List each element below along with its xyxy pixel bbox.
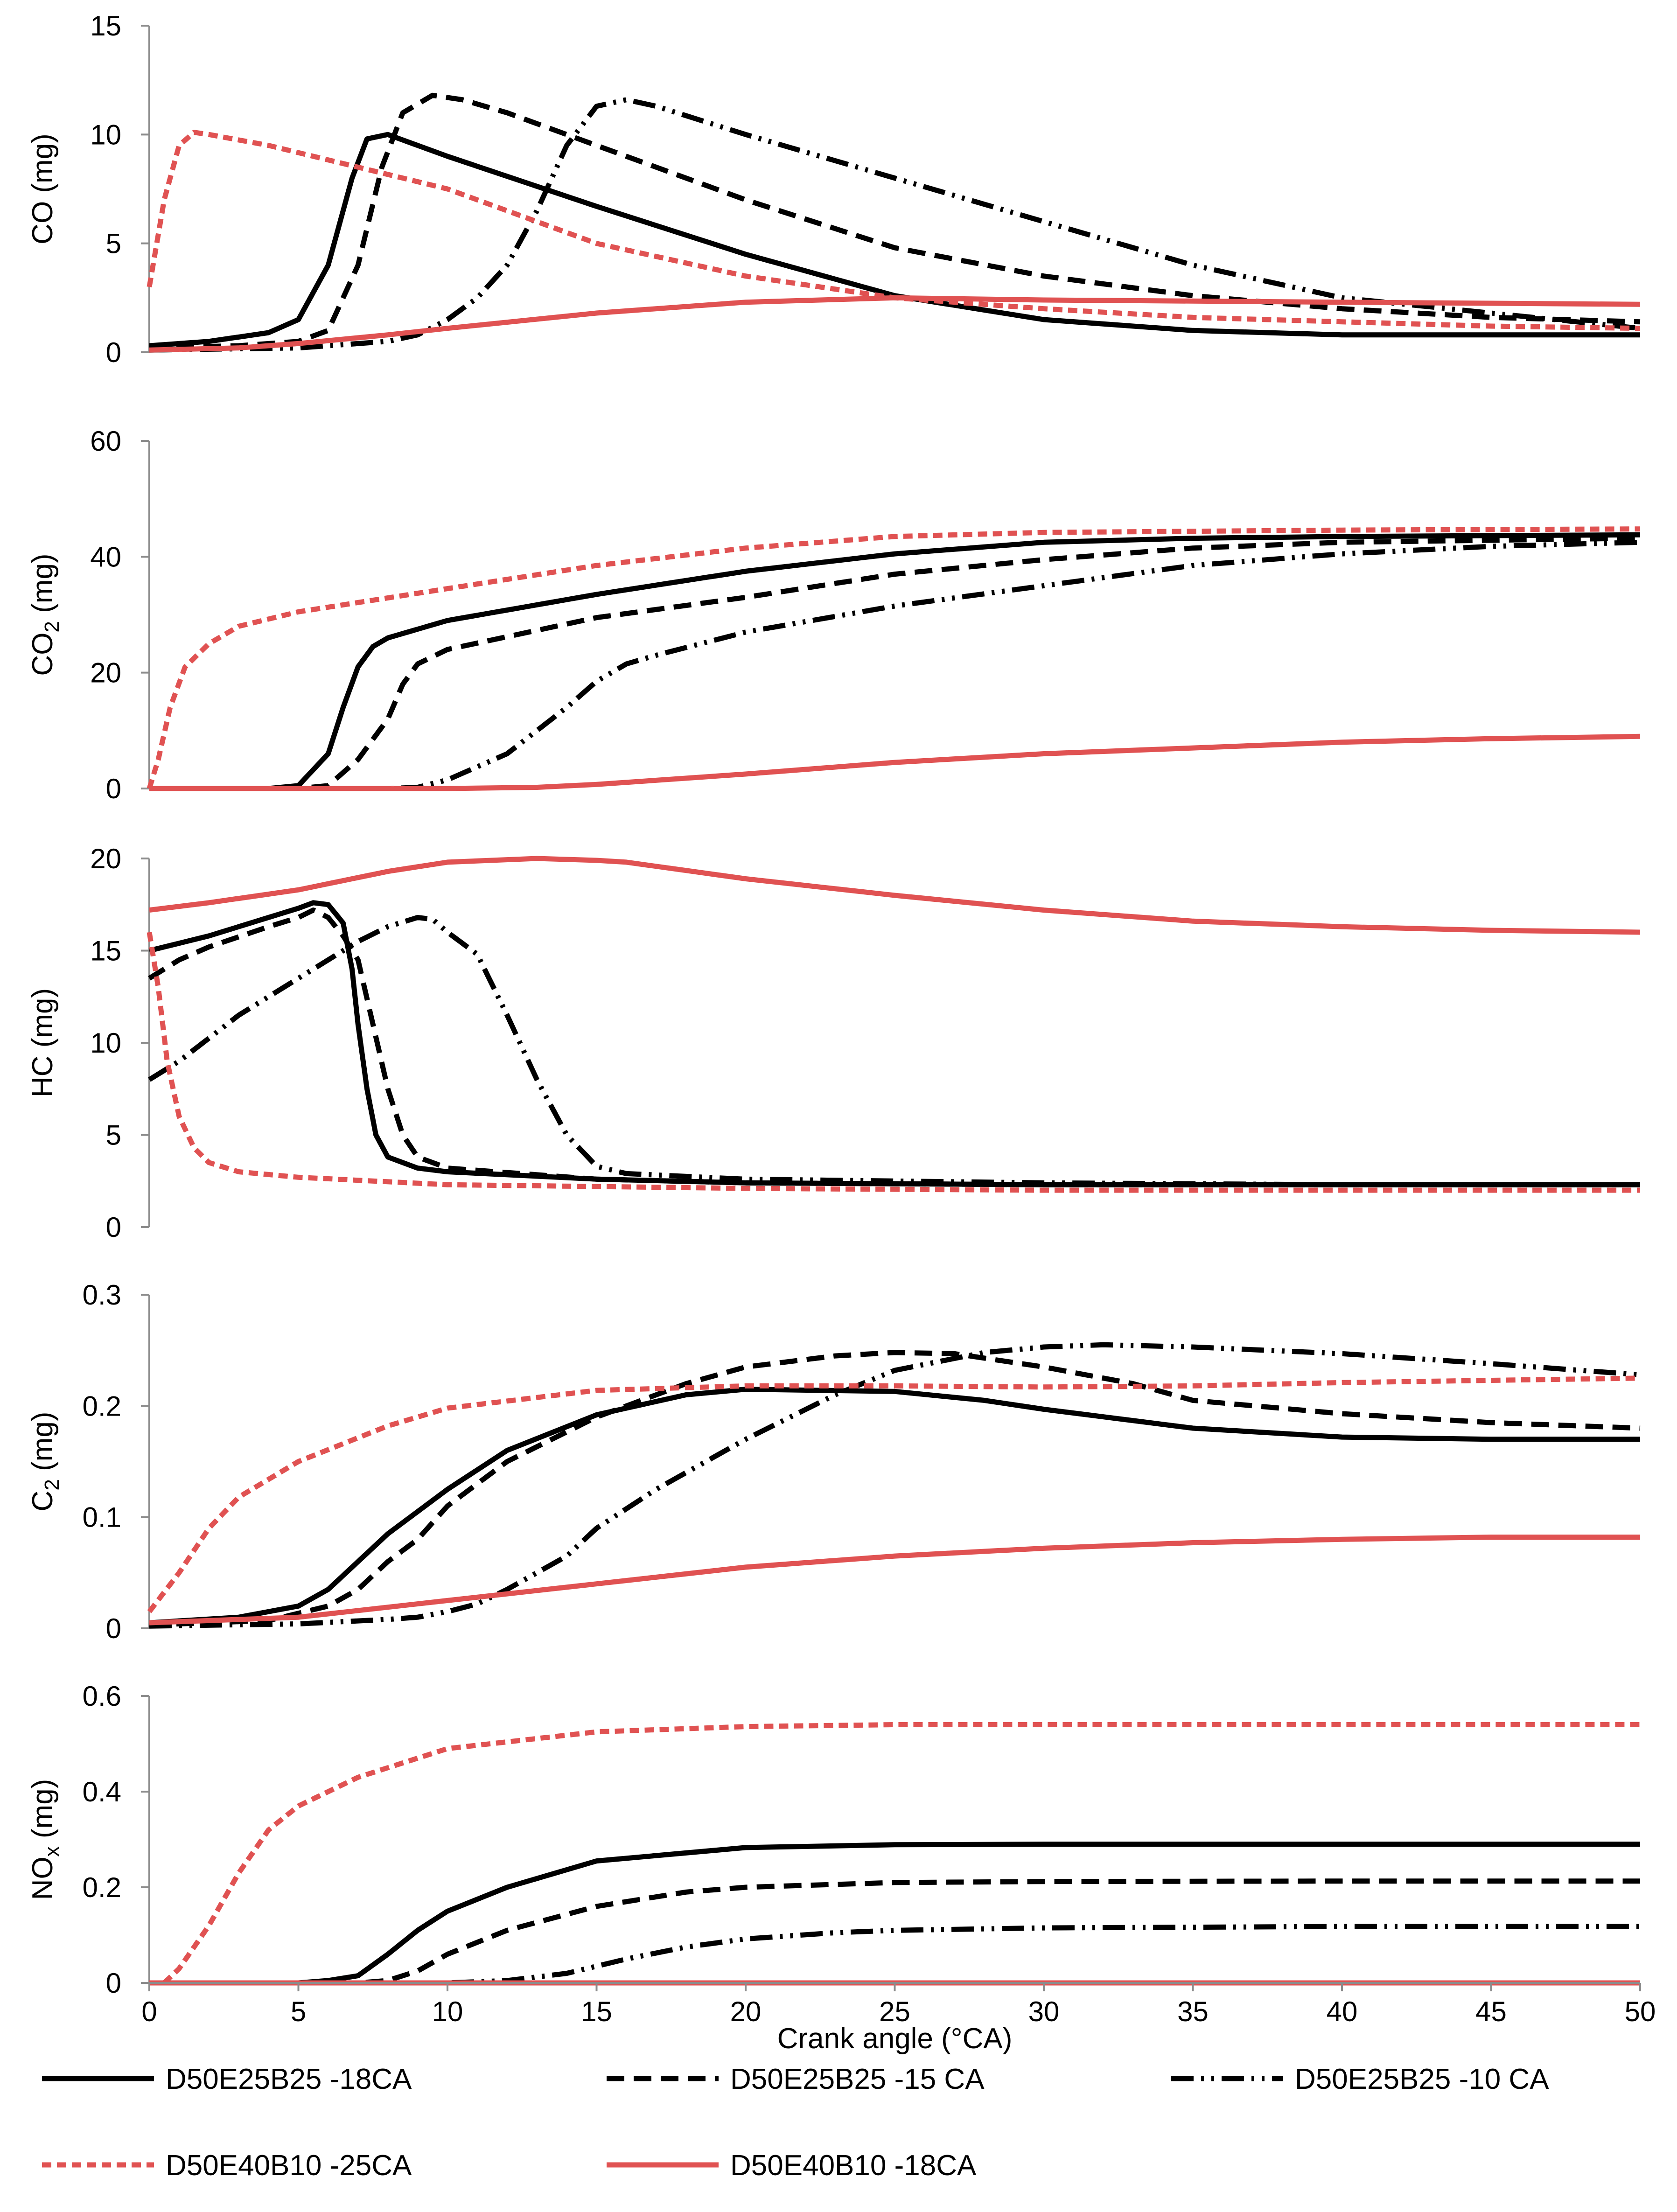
legend: D50E25B25 -18CA D50E25B25 -15 CA D50E25B25…	[42, 2063, 1549, 2182]
y-tick-label: 60	[90, 426, 121, 457]
y-tick-label: 0.4	[83, 1776, 121, 1807]
series-line-c2-d50e25b25-18ca	[149, 1387, 1640, 1626]
y-axis-title-hc: HC (mg)	[27, 988, 59, 1097]
x-tick-label: 15	[581, 1996, 612, 2027]
series-line-c2-d50e25b25-10-ca	[149, 1342, 1641, 1629]
y-tick-label: 15	[90, 10, 121, 42]
series-line-nox-d50e25b25-10-ca	[149, 1924, 1640, 1986]
series-line-co2-d50e25b25-18ca	[149, 532, 1641, 791]
y-tick-label: 0	[106, 1212, 121, 1243]
x-tick-label: 5	[291, 1996, 306, 2027]
y-axis-title-subscript: 2	[41, 621, 63, 632]
x-axis-title: Crank angle (°CA)	[777, 2023, 1013, 2055]
y-tick-label: 40	[90, 541, 121, 572]
y-axis-title-main: CO	[27, 633, 59, 676]
legend-label: D50E40B10 -25CA	[166, 2149, 412, 2182]
y-axis-title-unit: (mg)	[27, 1412, 59, 1479]
panel-hc: 0 5 10 15 20 HC (mg)	[27, 843, 1641, 1243]
series-line-co2-d50e25b25-10-ca	[149, 539, 1641, 791]
y-axis-title-co2: CO2 (mg)	[27, 553, 63, 676]
legend-entry: D50E40B10 -18CA	[607, 2149, 977, 2182]
y-axis-title-main: HC (mg)	[27, 988, 59, 1097]
y-tick-label: 0	[106, 773, 121, 804]
x-tick-label: 35	[1177, 1996, 1209, 2027]
y-tick-label: 15	[90, 935, 121, 967]
legend-label: D50E25B25 -10 CA	[1295, 2063, 1549, 2095]
x-tick-label: 25	[879, 1996, 910, 2027]
y-tick-label: 0.1	[83, 1502, 121, 1533]
x-tick-label: 0	[141, 1996, 157, 2027]
x-tick-label: 20	[730, 1996, 762, 2027]
y-tick-label: 10	[90, 119, 121, 150]
x-axis: 0 5 10 15 20 25 30 35 40 45 50	[141, 1982, 1656, 2027]
series-line-co2-d50e40b10-18ca	[149, 733, 1641, 791]
y-tick-label: 10	[90, 1027, 121, 1059]
y-tick-label: 5	[106, 228, 121, 259]
legend-entry: D50E25B25 -10 CA	[1171, 2063, 1549, 2095]
series-line-nox-d50e25b25-18ca	[149, 1842, 1640, 1986]
series-line-co2-d50e25b25-15-ca	[149, 536, 1641, 791]
legend-label: D50E25B25 -18CA	[166, 2063, 412, 2095]
legend-entry: D50E40B10 -25CA	[42, 2149, 412, 2182]
series-line-c2-d50e25b25-15-ca	[149, 1350, 1641, 1628]
y-axis-title-subscript: x	[41, 1846, 63, 1856]
y-tick-label: 20	[90, 843, 121, 874]
y-axis-title-c2: C2 (mg)	[27, 1412, 63, 1512]
y-tick-label: 0.3	[83, 1279, 121, 1311]
series-line-c2-d50e40b10-18ca	[149, 1535, 1640, 1626]
y-tick-label: 0	[106, 337, 121, 368]
y-tick-label: 0.6	[83, 1681, 121, 1712]
y-tick-label: 5	[106, 1120, 121, 1151]
y-axis-title-main: NO	[27, 1856, 59, 1900]
y-axis-title-nox: NOx (mg)	[27, 1779, 63, 1900]
panel-co2: 0 20 40 60 CO2 (mg)	[27, 426, 1641, 804]
series-line-c2-d50e40b10-25ca	[147, 1375, 1641, 1613]
series-line-hc-d50e25b25-10-ca	[148, 914, 1640, 1187]
series-line-co-d50e25b25-18ca	[149, 132, 1640, 349]
x-tick-label: 40	[1327, 1996, 1358, 2027]
legend-entry: D50E25B25 -18CA	[42, 2063, 412, 2095]
y-tick-label: 0	[106, 1613, 121, 1644]
panel-c2: 0 0.1 0.2 0.3 C2 (mg)	[27, 1279, 1641, 1644]
y-tick-label: 0.2	[83, 1872, 121, 1903]
series-line-co-d50e25b25-15-ca	[149, 92, 1641, 351]
series-line-co2-d50e40b10-25ca	[147, 526, 1641, 789]
y-axis-title-unit: (mg)	[27, 1779, 59, 1847]
series-line-co-d50e40b10-18ca	[149, 295, 1641, 353]
y-axis-title-co: CO (mg)	[27, 133, 59, 244]
y-tick-label: 20	[90, 657, 121, 689]
series-line-co-d50e40b10-25ca	[147, 130, 1641, 331]
legend-label: D50E40B10 -18CA	[730, 2149, 977, 2182]
x-tick-label: 50	[1625, 1996, 1656, 2027]
legend-label: D50E25B25 -15 CA	[730, 2063, 985, 2095]
y-axis-title-unit: (mg)	[27, 553, 59, 621]
x-tick-label: 30	[1028, 1996, 1060, 2027]
y-axis-title-main: CO (mg)	[27, 133, 59, 244]
y-tick-label: 0	[106, 1968, 121, 1999]
panel-co: 0 5 10 15 CO (mg)	[27, 10, 1641, 368]
legend-entry: D50E25B25 -15 CA	[607, 2063, 985, 2095]
x-tick-label: 10	[432, 1996, 463, 2027]
x-tick-label: 45	[1475, 1996, 1507, 2027]
series-line-nox-d50e40b10-25ca	[149, 1722, 1640, 1986]
y-axis-title-main: C	[27, 1491, 59, 1512]
series-line-co-d50e25b25-10-ca	[149, 97, 1641, 353]
series-line-hc-d50e40b10-18ca	[149, 856, 1641, 935]
y-axis-title-subscript: 2	[41, 1479, 63, 1490]
series-line-hc-d50e40b10-25ca	[147, 932, 1640, 1193]
y-tick-label: 0.2	[83, 1390, 121, 1422]
series-line-nox-d50e25b25-15-ca	[149, 1878, 1640, 1986]
series-line-hc-d50e25b25-15-ca	[148, 907, 1640, 1187]
